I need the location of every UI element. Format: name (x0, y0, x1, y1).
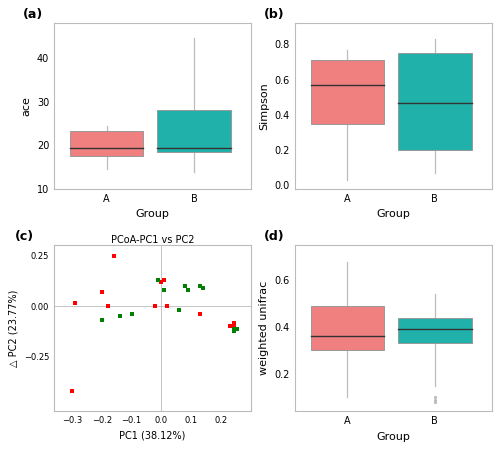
Point (158, 278, 166, 285)
Point (104, 302, 112, 310)
Point (230, 328, 238, 335)
X-axis label: PC1 (38.12%): PC1 (38.12%) (120, 431, 186, 441)
Point (230, 326, 238, 333)
Bar (310, 60, 384, 124)
Text: (c): (c) (15, 230, 34, 243)
Y-axis label: ace: ace (22, 96, 32, 116)
Bar (158, 110, 230, 152)
Bar (398, 318, 471, 343)
Bar (398, 53, 471, 150)
Y-axis label: Simpson: Simpson (259, 82, 269, 130)
Point (160, 286, 168, 293)
Point (230, 323, 238, 330)
Point (164, 302, 172, 310)
X-axis label: Group: Group (136, 209, 170, 220)
X-axis label: Group: Group (376, 209, 410, 220)
Point (226, 323, 234, 330)
Point (68, 387, 76, 395)
Point (160, 276, 168, 284)
Point (182, 282, 190, 289)
Point (176, 306, 184, 314)
Text: (a): (a) (22, 8, 43, 21)
Point (199, 284, 207, 292)
Point (110, 253, 118, 260)
Y-axis label: weighted unifrac: weighted unifrac (259, 281, 269, 375)
Point (196, 282, 204, 289)
Text: (d): (d) (264, 230, 284, 243)
Point (154, 276, 162, 284)
Point (234, 326, 241, 333)
Y-axis label: △ PC2 (23.77%): △ PC2 (23.77%) (8, 290, 18, 367)
Point (98, 316, 106, 324)
Point (196, 310, 204, 318)
Bar (70, 131, 144, 156)
Bar (310, 306, 384, 351)
Point (71, 299, 79, 306)
Text: (b): (b) (264, 8, 284, 21)
Point (116, 312, 124, 319)
Point (230, 320, 238, 327)
Point (128, 310, 136, 318)
Point (98, 288, 106, 296)
Point (184, 286, 192, 293)
Title: PCoA-PC1 vs PC2: PCoA-PC1 vs PC2 (110, 234, 194, 244)
Point (152, 302, 160, 310)
X-axis label: Group: Group (376, 432, 410, 441)
